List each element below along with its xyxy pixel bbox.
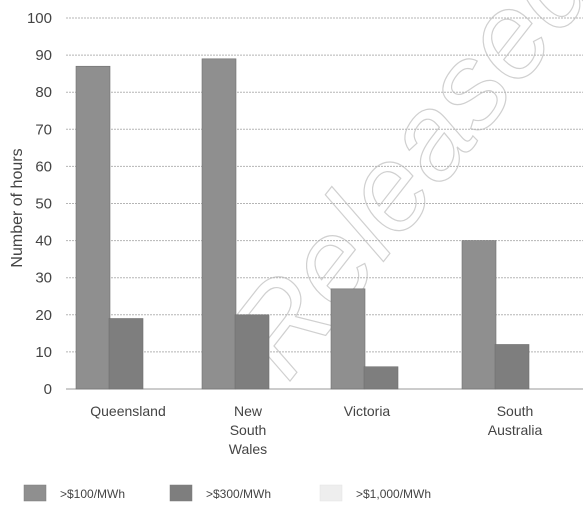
bar bbox=[330, 288, 366, 390]
x-category-label-line: Victoria bbox=[344, 403, 391, 419]
x-axis-category-labels: Queensland New South Wales Victoria South Aust… bbox=[90, 403, 542, 457]
bar bbox=[108, 318, 144, 390]
y-tick-label: 30 bbox=[35, 270, 52, 287]
legend-label: >$1,000/MWh bbox=[356, 487, 431, 501]
y-axis-title: Number of hours bbox=[9, 148, 26, 267]
y-tick-label: 90 bbox=[35, 47, 52, 64]
x-category-label-line: Wales bbox=[229, 441, 267, 457]
x-category-label-line: Australia bbox=[488, 422, 543, 438]
x-category-label-line: South bbox=[230, 422, 267, 438]
bars bbox=[75, 58, 530, 390]
x-category-label-line: Queensland bbox=[90, 403, 166, 419]
x-category-label: Queensland bbox=[90, 403, 166, 419]
bar bbox=[494, 344, 530, 390]
bar bbox=[201, 58, 237, 390]
bar bbox=[363, 366, 399, 390]
y-tick-label: 20 bbox=[35, 307, 52, 324]
y-tick-label: 60 bbox=[35, 158, 52, 175]
y-tick-label: 0 bbox=[44, 381, 52, 398]
y-tick-label: 100 bbox=[27, 10, 52, 27]
y-tick-label: 10 bbox=[35, 344, 52, 361]
bar bbox=[75, 65, 111, 390]
y-tick-label: 70 bbox=[35, 121, 52, 138]
bar bbox=[234, 314, 270, 390]
legend: >$100/MWh >$300/MWh >$1,000/MWh bbox=[23, 484, 431, 502]
y-tick-label: 40 bbox=[35, 233, 52, 250]
legend-swatch bbox=[23, 484, 47, 502]
legend-swatch bbox=[319, 484, 343, 502]
bar bbox=[461, 240, 497, 390]
legend-swatch bbox=[169, 484, 193, 502]
y-tick-label: 80 bbox=[35, 84, 52, 101]
x-category-label-line: New bbox=[234, 403, 263, 419]
legend-label: >$300/MWh bbox=[206, 487, 271, 501]
y-tick-label: 50 bbox=[35, 196, 52, 213]
x-category-label-line: South bbox=[497, 403, 534, 419]
y-axis-ticks: 0 10 20 30 40 50 60 70 80 90 100 bbox=[27, 10, 52, 398]
x-category-label: New South Wales bbox=[229, 403, 267, 457]
legend-label: >$100/MWh bbox=[60, 487, 125, 501]
x-category-label: South Australia bbox=[488, 403, 543, 438]
x-category-label: Victoria bbox=[344, 403, 391, 419]
